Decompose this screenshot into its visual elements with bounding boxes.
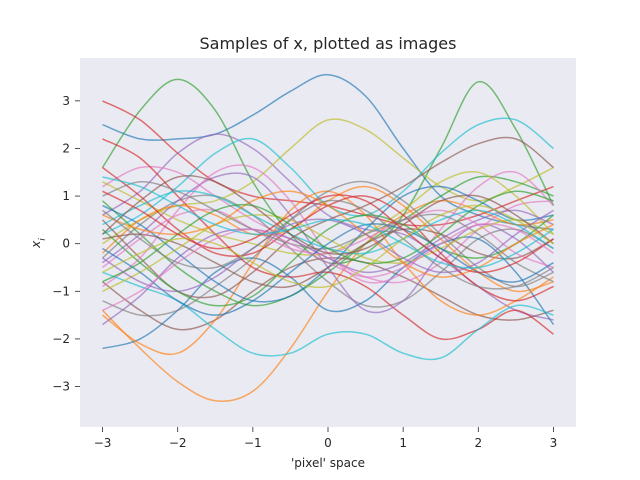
x-tick-label: 3 xyxy=(550,436,558,450)
series-line-25 xyxy=(102,228,554,289)
x-tick-label: 0 xyxy=(324,436,332,450)
y-tick-label: 0 xyxy=(62,237,70,251)
y-ticks: −3 −2 −1 0 1 2 3 xyxy=(52,94,80,394)
series-line-37 xyxy=(102,199,554,290)
x-tick-label: −1 xyxy=(244,436,262,450)
x-axis-label: 'pixel' space xyxy=(291,456,365,470)
series-line-24 xyxy=(102,209,554,326)
series-line-28 xyxy=(102,214,554,292)
y-tick-label: −3 xyxy=(52,380,70,394)
series-line-33 xyxy=(102,190,554,274)
x-tick-label: 2 xyxy=(474,436,482,450)
y-tick-label: −1 xyxy=(52,284,70,298)
series-line-39 xyxy=(102,176,554,269)
y-tick-label: 2 xyxy=(62,141,70,155)
y-axis-label: xi xyxy=(29,238,48,249)
series-lines xyxy=(101,73,555,402)
x-tick-label: −3 xyxy=(94,436,112,450)
series-line-38 xyxy=(102,204,554,289)
series-line-35 xyxy=(102,175,554,255)
y-tick-label: −2 xyxy=(52,332,70,346)
y-tick-label: 3 xyxy=(62,94,70,108)
chart-title: Samples of x, plotted as images xyxy=(200,34,457,53)
y-tick-label: 1 xyxy=(62,189,70,203)
x-ticks: −3 −2 −1 0 1 2 3 xyxy=(94,427,558,450)
x-tick-label: 1 xyxy=(399,436,407,450)
x-tick-label: −2 xyxy=(169,436,187,450)
